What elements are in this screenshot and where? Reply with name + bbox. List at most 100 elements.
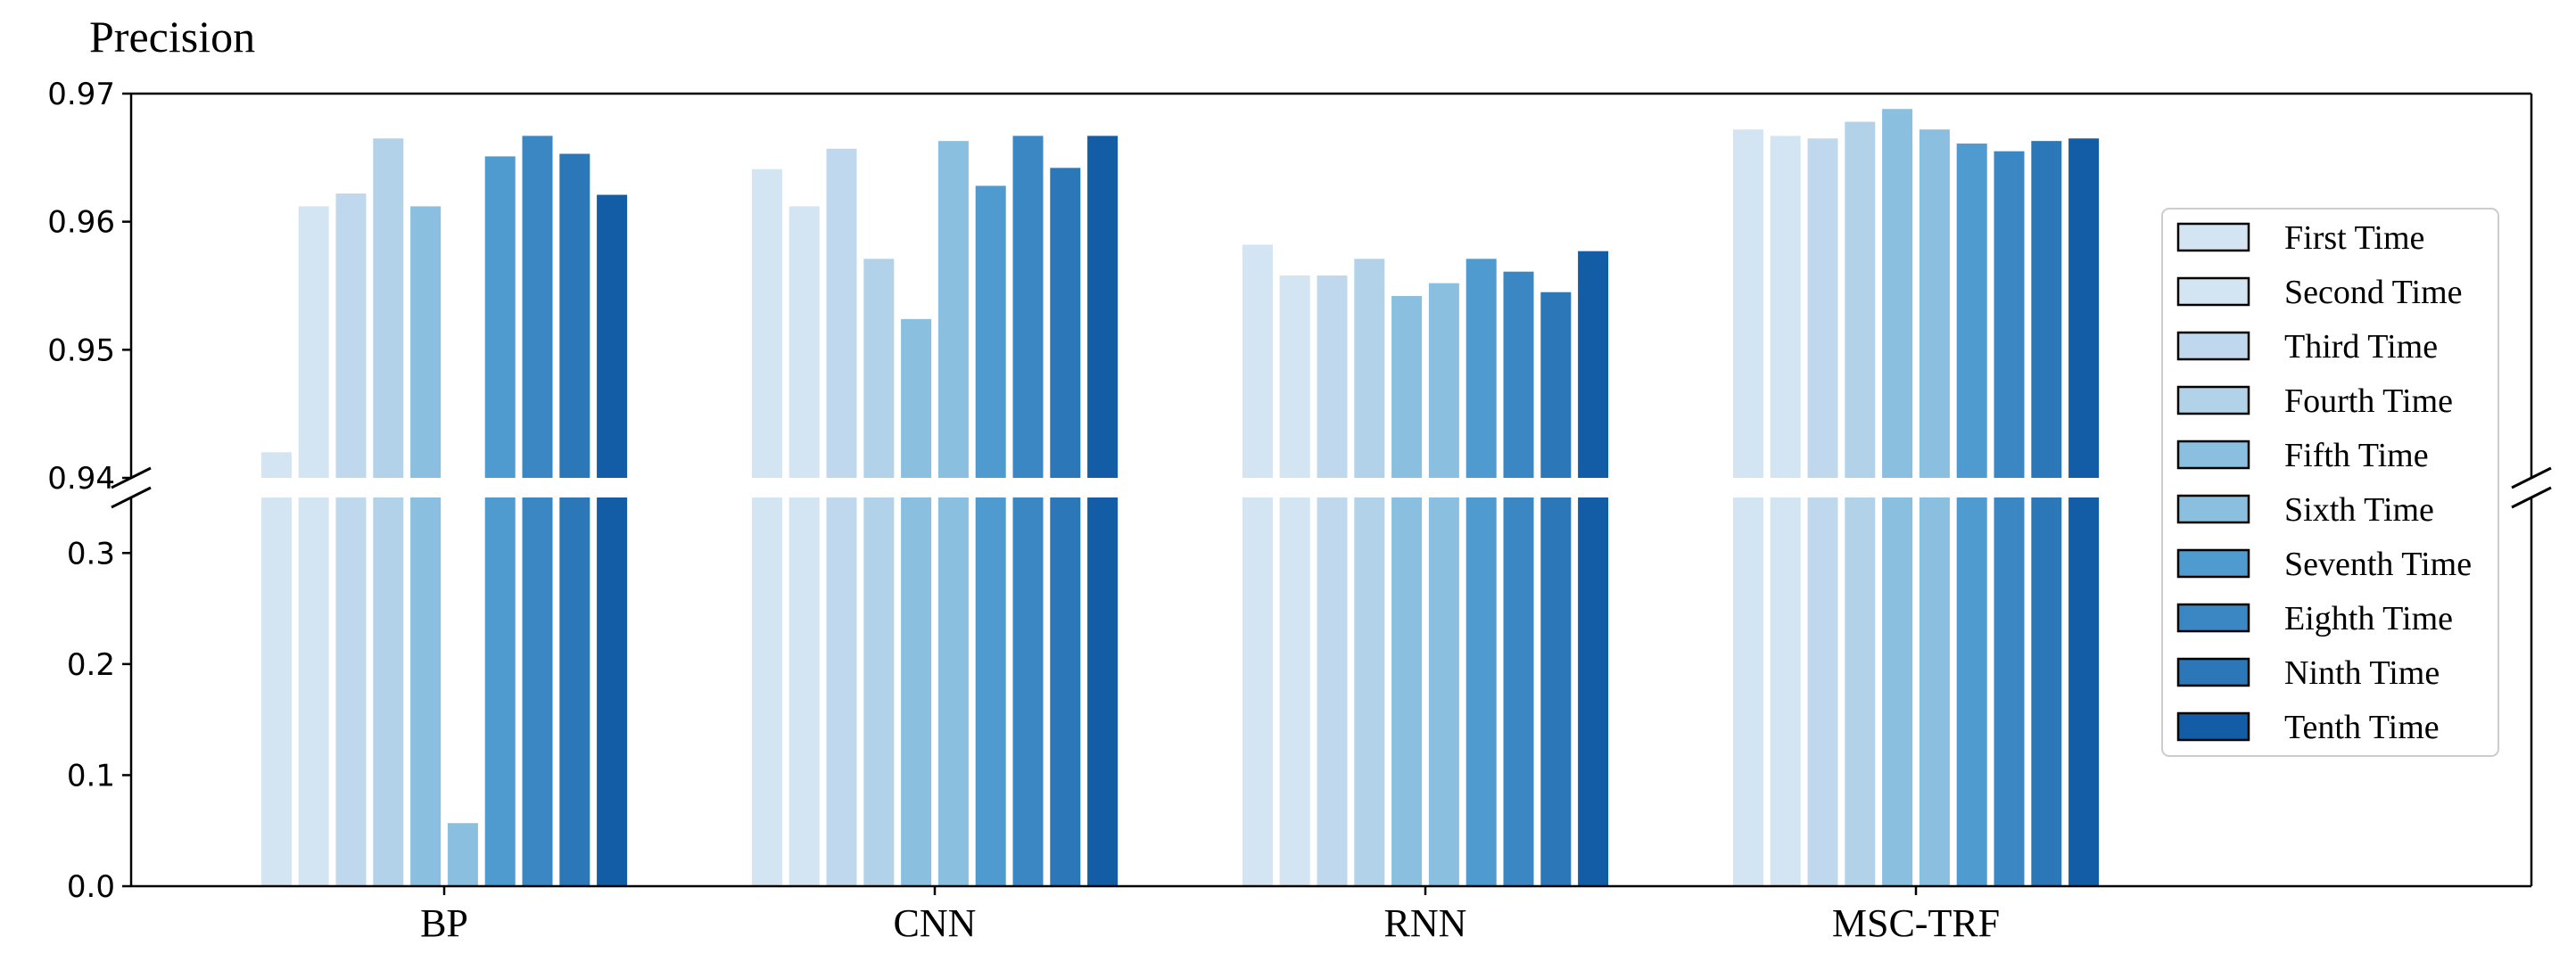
bar-upper <box>373 138 404 479</box>
legend-label: Fourth Time <box>2284 382 2453 420</box>
bar-upper <box>1994 151 2025 478</box>
bar-lower <box>1578 497 1609 886</box>
bar-lower <box>1503 497 1534 886</box>
bar-upper <box>2068 138 2100 479</box>
axis-break-mark <box>111 486 152 509</box>
bar-upper <box>335 193 367 478</box>
bar-upper <box>901 318 932 478</box>
bar-upper <box>1050 168 1081 478</box>
y-ticks: 0.94 0.95 0.96 0.97 0.0 0.1 0.2 0.3 <box>47 77 131 905</box>
bar-lower <box>1540 497 1572 886</box>
bar-lower <box>1807 497 1838 886</box>
bar-lower <box>484 497 516 886</box>
bar-lower <box>298 497 329 886</box>
bar-lower <box>1391 497 1423 886</box>
x-tick-label: RNN <box>1384 901 1467 945</box>
bar-lower <box>2068 497 2100 886</box>
legend-label: Second Time <box>2284 274 2463 311</box>
legend-swatch <box>2176 657 2250 687</box>
bar-lower <box>826 497 857 886</box>
bar-upper <box>863 259 895 478</box>
y-tick-label: 0.0 <box>67 869 115 905</box>
bar-lower <box>1770 497 1801 886</box>
bar-upper <box>1354 259 1385 478</box>
bar-lower <box>1050 497 1081 886</box>
legend-swatch <box>2176 440 2250 470</box>
y-tick-label: 0.96 <box>47 205 115 241</box>
axes <box>111 92 2552 888</box>
bars-upper-panel <box>260 109 2100 479</box>
bar-upper <box>1919 129 1950 478</box>
legend-label: Sixth Time <box>2284 491 2434 529</box>
bar-upper <box>597 194 628 478</box>
bar-upper <box>1578 251 1609 478</box>
axis-break-mark <box>2511 486 2552 509</box>
bar-lower <box>901 497 932 886</box>
bar-upper <box>522 136 553 478</box>
legend-swatch <box>2176 276 2250 307</box>
bar-upper <box>826 148 857 478</box>
y-tick-label: 0.2 <box>67 647 115 683</box>
bar-lower <box>1087 497 1119 886</box>
bar-upper <box>1012 136 1044 478</box>
bar-lower <box>1012 497 1044 886</box>
bar-upper <box>484 156 516 478</box>
bar-lower <box>1882 497 1913 886</box>
legend-label: Third Time <box>2284 328 2438 366</box>
bar-lower <box>447 823 478 886</box>
bar-upper <box>1882 109 1913 479</box>
bar-upper <box>937 141 969 478</box>
bar-lower <box>1732 497 1763 886</box>
bar-lower <box>335 497 367 886</box>
legend-label: Tenth Time <box>2284 709 2440 746</box>
legend-label: Fifth Time <box>2284 437 2429 474</box>
bar-lower <box>410 497 442 886</box>
legend-swatch <box>2176 548 2250 579</box>
bar-lower <box>1354 497 1385 886</box>
x-tick-label: CNN <box>894 901 977 945</box>
legend-swatch <box>2176 494 2250 524</box>
bar-lower <box>1845 497 1876 886</box>
legend-swatch <box>2176 222 2250 252</box>
bar-upper <box>2031 141 2062 478</box>
x-tick-label: MSC-TRF <box>1832 901 2000 945</box>
bar-upper <box>1770 136 1801 478</box>
bar-lower <box>1956 497 1987 886</box>
bar-upper <box>1807 138 1838 479</box>
x-tick-label: BP <box>420 901 468 945</box>
bar-upper <box>1466 259 1497 478</box>
legend-label: Ninth Time <box>2284 654 2440 692</box>
bar-upper <box>788 206 820 478</box>
bar-lower <box>2031 497 2062 886</box>
bar-upper <box>298 206 329 478</box>
bar-upper <box>260 452 292 478</box>
legend-label: Eighth Time <box>2284 600 2453 637</box>
bar-upper <box>1428 283 1459 478</box>
legend-swatch <box>2176 385 2250 415</box>
bar-upper <box>1391 295 1423 478</box>
bar-lower <box>863 497 895 886</box>
legend-swatch <box>2176 711 2250 742</box>
bar-upper <box>559 153 590 479</box>
axis-break-mark <box>2511 466 2552 489</box>
bar-lower <box>1317 497 1348 886</box>
y-tick-label: 0.1 <box>67 758 115 793</box>
bar-upper <box>1279 275 1310 478</box>
legend-swatch <box>2176 603 2250 633</box>
bar-lower <box>751 497 782 886</box>
bar-upper <box>1956 144 1987 478</box>
bar-lower <box>522 497 553 886</box>
bar-lower <box>937 497 969 886</box>
bar-upper <box>1845 121 1876 478</box>
legend-label: Seventh Time <box>2284 546 2472 583</box>
bars-lower-panel <box>260 497 2100 886</box>
bar-lower <box>1466 497 1497 886</box>
bar-lower <box>975 497 1006 886</box>
bar-lower <box>1279 497 1310 886</box>
y-tick-label: 0.95 <box>47 333 115 368</box>
y-tick-label: 0.3 <box>67 536 115 571</box>
y-axis-label: Precision <box>89 12 255 62</box>
bar-lower <box>559 497 590 886</box>
bar-upper <box>751 169 782 478</box>
